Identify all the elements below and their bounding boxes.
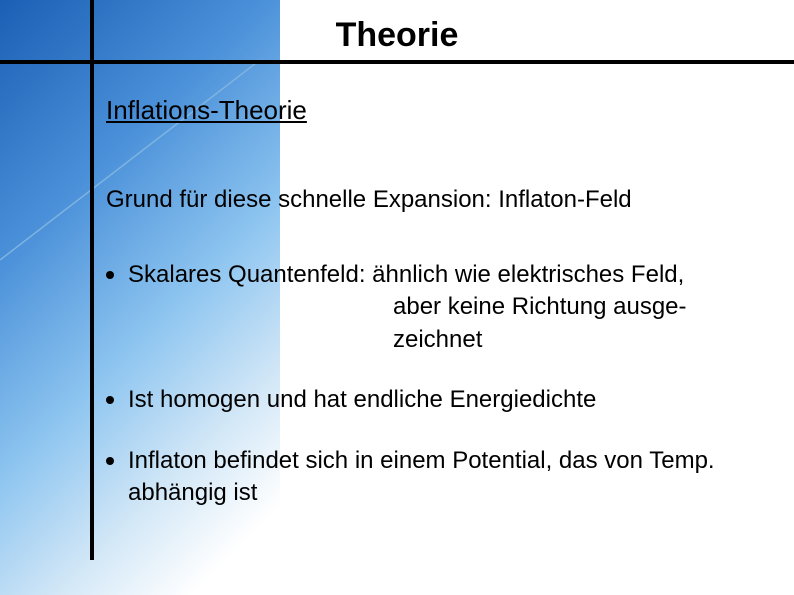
list-item: Ist homogen und hat endliche Energiedich… <box>106 384 754 416</box>
list-item: Skalares Quantenfeld: ähnlich wie elektr… <box>106 259 754 356</box>
horizontal-divider <box>0 60 794 64</box>
bullet-list: Skalares Quantenfeld: ähnlich wie elektr… <box>106 259 754 509</box>
bullet-line: zeichnet <box>128 324 754 356</box>
bullet-icon <box>106 457 114 465</box>
bullet-icon <box>106 396 114 404</box>
slide-content: Inflations-Theorie Grund für diese schne… <box>106 95 754 537</box>
bullet-line: Skalares Quantenfeld: ähnlich wie elektr… <box>128 259 754 291</box>
vertical-divider <box>90 0 94 560</box>
bullet-icon <box>106 271 114 279</box>
bullet-text: Inflaton befindet sich in einem Potentia… <box>128 445 754 510</box>
bullet-text: Ist homogen und hat endliche Energiedich… <box>128 384 754 416</box>
slide-subtitle: Inflations-Theorie <box>106 95 754 126</box>
intro-text: Grund für diese schnelle Expansion: Infl… <box>106 186 754 214</box>
bullet-line: aber keine Richtung ausge- <box>128 291 754 323</box>
bullet-text: Skalares Quantenfeld: ähnlich wie elektr… <box>128 259 754 356</box>
slide-title: Theorie <box>0 16 794 55</box>
list-item: Inflaton befindet sich in einem Potentia… <box>106 445 754 510</box>
